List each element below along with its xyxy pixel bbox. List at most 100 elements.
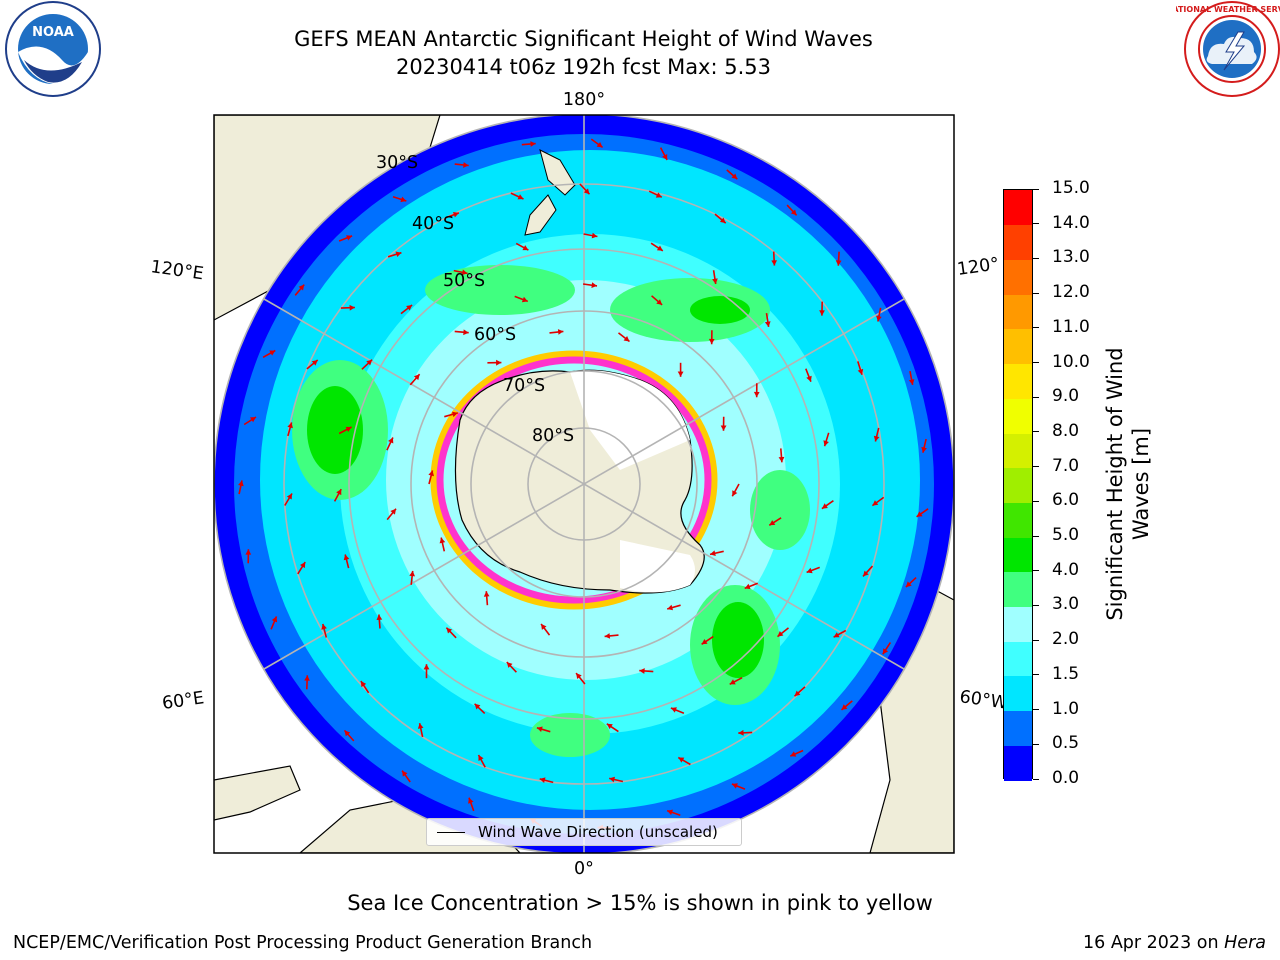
wave-arrow-head xyxy=(908,379,915,385)
colorbar-tick-label: 5.0 xyxy=(1052,525,1080,546)
wave-arrow-head xyxy=(390,508,396,515)
wave-arrow-head xyxy=(790,209,797,216)
colorbar-tick-label: 7.0 xyxy=(1052,455,1080,476)
colorbar-tick xyxy=(1033,500,1039,502)
wave-arrow-head xyxy=(287,422,293,429)
wave-arrow-head xyxy=(744,583,751,590)
wave-arrow-head xyxy=(916,511,923,517)
wave-arrow-head xyxy=(794,690,801,697)
wave-arrow-head xyxy=(712,278,718,284)
wave-arrow-head xyxy=(806,375,812,382)
colorbar-title: Significant Height of Wind Waves [m] xyxy=(1103,347,1153,621)
wave-arrow-head xyxy=(360,681,367,688)
wave-arrow-head xyxy=(662,154,668,160)
wave-arrow-head xyxy=(446,627,453,634)
colorbar-tick-label: 8.0 xyxy=(1052,420,1080,441)
wave-arrow-head xyxy=(778,456,785,463)
lat-label-50s: 50°S xyxy=(443,271,485,291)
wave-arrow-head xyxy=(238,480,244,487)
colorbar-segment xyxy=(1004,537,1032,573)
sea-ice-caption-text: Sea Ice Concentration > 15% is shown in … xyxy=(347,891,933,915)
wave-arrow-head xyxy=(835,260,842,266)
wave-arrow-head xyxy=(530,141,536,147)
wave-patch xyxy=(530,713,610,757)
footer-date: 16 Apr 2023 on Hera xyxy=(1083,933,1266,953)
graticule xyxy=(214,115,954,853)
wave-arrow-head xyxy=(452,212,459,218)
wave-arrow-head xyxy=(606,723,613,730)
colorbar-tick-label: 10.0 xyxy=(1052,351,1090,372)
wave-arrow-head xyxy=(311,360,318,366)
wave-arrow-head xyxy=(667,604,673,611)
colorbar-tick-label: 3.0 xyxy=(1052,594,1080,615)
wave-arrow-head xyxy=(439,537,446,544)
sea-ice-caption: Sea Ice Concentration > 15% is shown in … xyxy=(0,891,1280,915)
colorbar-tick-label: 0.5 xyxy=(1052,733,1080,754)
wave-arrow-head xyxy=(609,776,615,783)
colorbar-tick xyxy=(1033,639,1039,641)
lat-label-70s: 70°S xyxy=(503,376,545,396)
wave-patch-core xyxy=(307,386,363,474)
colorbar-tick xyxy=(1033,570,1039,572)
wave-arrow-head xyxy=(344,730,351,737)
wave-arrow-head xyxy=(395,251,402,257)
colorbar-segment xyxy=(1004,502,1032,538)
colorbar-segment xyxy=(1004,675,1032,712)
footer-host: Hera xyxy=(1224,933,1266,953)
wave-arrow-head xyxy=(771,260,777,266)
colorbar-tick-label: 4.0 xyxy=(1052,559,1080,580)
wave-arrow-head xyxy=(522,245,529,251)
wave-arrow-head xyxy=(417,723,424,729)
map-legend: Wind Wave Direction (unscaled) xyxy=(426,818,742,846)
wave-arrow-head xyxy=(719,217,726,224)
wave-arrow-head xyxy=(876,315,882,322)
land-madagascar xyxy=(214,765,301,821)
noaa-logo-text: NOAA xyxy=(32,25,74,40)
wave-arrow-head xyxy=(376,614,383,620)
wave-arrow-head xyxy=(823,440,829,447)
wave-arrow-head xyxy=(777,631,784,637)
wave-direction-arrows xyxy=(238,138,929,831)
wave-arrow-head xyxy=(905,581,912,588)
lon-label-60e: 60°E xyxy=(161,688,205,714)
footer-date-text: 16 Apr 2023 on xyxy=(1083,933,1225,953)
lon-label-120w: 120° xyxy=(956,254,1001,280)
colorbar-tick xyxy=(1033,466,1039,468)
colorbar-tick xyxy=(1033,396,1039,398)
wave-arrow-head xyxy=(667,809,673,816)
wave-arrow-head xyxy=(349,304,355,311)
wave-arrow-head xyxy=(366,359,373,366)
colorbar-segment xyxy=(1004,745,1032,781)
wave-arrow-head xyxy=(656,245,663,251)
wave-arrow-head xyxy=(732,490,738,497)
wave-arrow-head xyxy=(557,329,564,335)
wave-arrow-head xyxy=(345,426,352,432)
colorbar-tick-label: 1.0 xyxy=(1052,698,1080,719)
noaa-logo-icon: NOAA xyxy=(5,1,101,97)
colorbar-tick-label: 11.0 xyxy=(1052,316,1090,337)
lon-label-60w: 60°W xyxy=(958,687,1009,714)
colorbar-tick-label: 14.0 xyxy=(1052,212,1090,233)
wave-arrow-head xyxy=(343,554,350,561)
wave-arrow-head xyxy=(873,435,880,442)
wave-arrow-head xyxy=(710,550,716,556)
wave-arrow-head xyxy=(463,329,469,336)
wave-arrow-head xyxy=(400,196,407,203)
wave-arrow-head xyxy=(304,675,310,681)
wave-arrow-head xyxy=(298,284,305,291)
colorbar-segment xyxy=(1004,710,1032,746)
wave-arrow-head xyxy=(604,633,611,639)
colorbar-tick xyxy=(1033,188,1039,190)
lat-label-40s: 40°S xyxy=(412,214,454,234)
colorbar-segment xyxy=(1004,641,1032,677)
sea-ice-edge-outer xyxy=(430,350,718,610)
colorbar-tick-label: 15.0 xyxy=(1052,178,1090,198)
wave-arrow-head xyxy=(639,668,645,674)
colorbar-tick xyxy=(1033,257,1039,259)
colorbar-tick-label: 6.0 xyxy=(1052,490,1080,511)
colorbar-tick xyxy=(1033,292,1039,294)
wave-arrow-head xyxy=(321,623,327,630)
wave-arrow-head xyxy=(591,232,598,239)
wave-arrow-head xyxy=(857,368,864,375)
